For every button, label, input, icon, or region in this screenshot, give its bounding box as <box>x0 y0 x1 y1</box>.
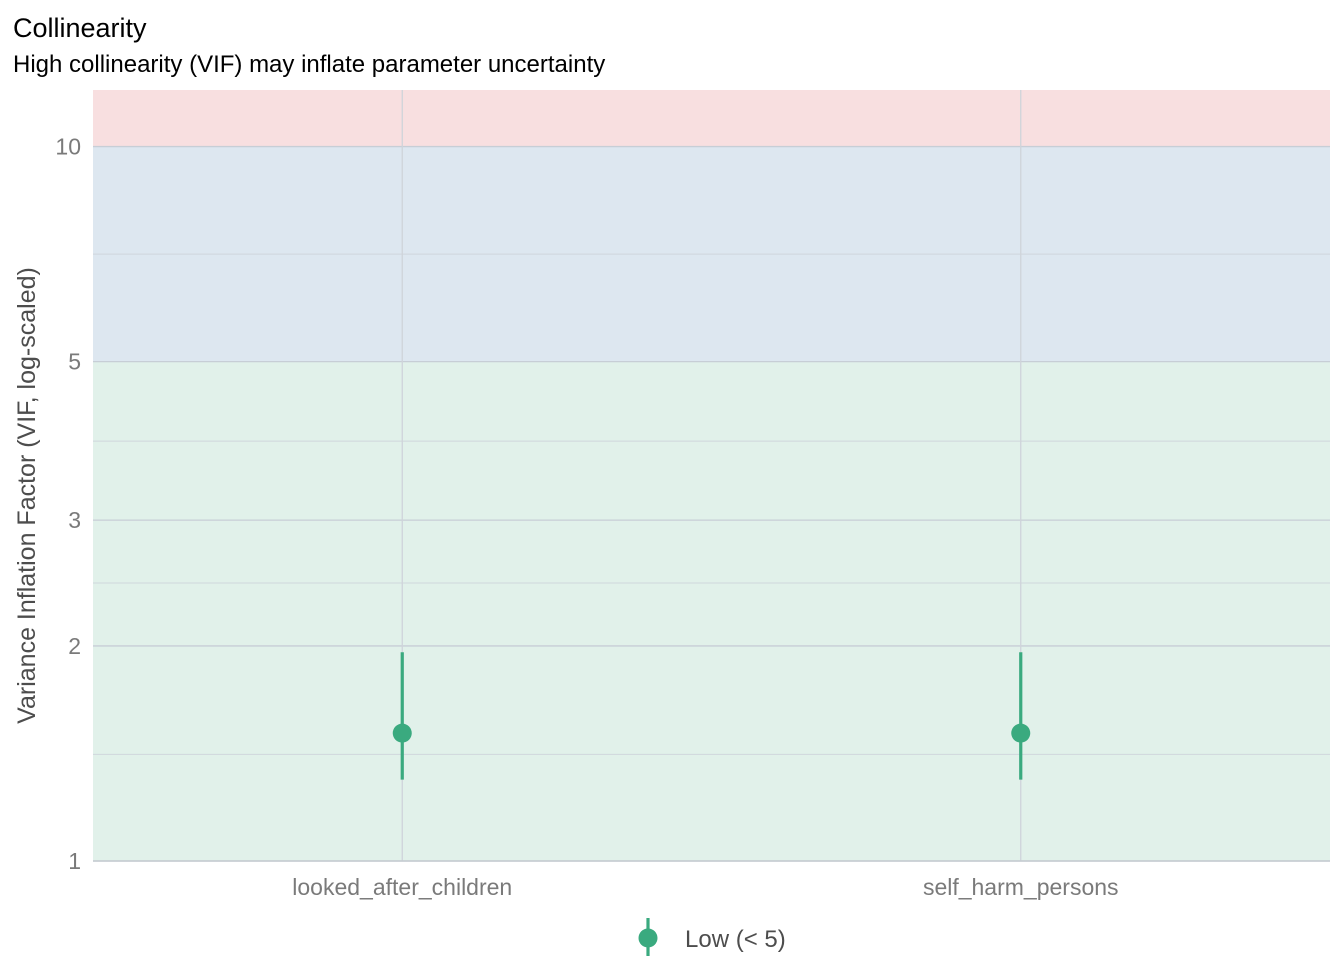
x-tick-label: looked_after_children <box>292 874 512 900</box>
y-tick-label: 10 <box>55 134 81 160</box>
chart-title: Collinearity <box>13 13 147 43</box>
data-marks <box>392 652 1031 780</box>
y-tick-label: 3 <box>68 507 81 533</box>
legend-label: Low (< 5) <box>685 926 786 953</box>
y-axis-label: Variance Inflation Factor (VIF, log-scal… <box>13 267 41 724</box>
tick-labels: 1 2 3 5 10 looked_after_children self_harm_per… <box>55 134 1118 900</box>
legend-key-point <box>638 928 658 948</box>
data-point <box>392 723 412 743</box>
data-point <box>1011 723 1031 743</box>
y-tick-label: 1 <box>68 848 81 874</box>
legend: Low (< 5) <box>638 918 786 956</box>
vif-bands <box>93 90 1330 861</box>
y-tick-label: 5 <box>68 349 81 375</box>
x-tick-label: self_harm_persons <box>923 874 1119 900</box>
vif-band-0 <box>93 361 1330 861</box>
chart-subtitle: High collinearity (VIF) may inflate para… <box>13 51 605 78</box>
vif-band-2 <box>93 90 1330 147</box>
y-tick-label: 2 <box>68 633 81 659</box>
